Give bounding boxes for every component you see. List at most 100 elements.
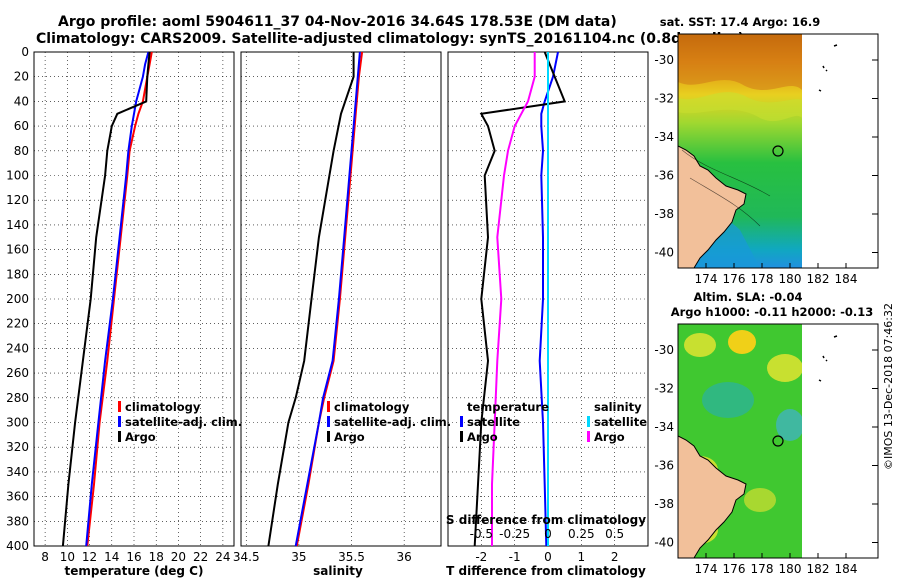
x-tick-label: 35.5 bbox=[338, 550, 365, 564]
difference-top-xlabel: S difference from climatology bbox=[446, 513, 646, 527]
y-tick-label: 360 bbox=[6, 490, 29, 504]
sla-lon-tick-label: 174 bbox=[695, 562, 718, 576]
top-x-tick-label: -0.5 bbox=[470, 527, 493, 541]
legend-swatch-sal-argo bbox=[587, 431, 590, 442]
sst-map-frame bbox=[677, 33, 879, 269]
depth-axis: 0 20 40 60 80 100 120 140 160 180 200 220 240 260 280 3… bbox=[6, 45, 29, 553]
y-tick-label: 300 bbox=[6, 416, 29, 430]
legend-swatch-satellite bbox=[118, 416, 121, 427]
legend-sal-argo: Argo bbox=[594, 430, 625, 444]
y-tick-label: 80 bbox=[14, 144, 29, 158]
sst-lon-tick-label: 184 bbox=[835, 272, 858, 286]
legend-title-salinity: salinity bbox=[594, 400, 642, 414]
sst-map-title: sat. SST: 17.4 Argo: 16.9 bbox=[660, 15, 820, 29]
x-tick-label: 10 bbox=[60, 550, 75, 564]
legend-swatch-sal-satellite bbox=[587, 416, 590, 427]
sst-lat-tick-label: -30 bbox=[654, 53, 674, 67]
new-zealand-land bbox=[678, 435, 747, 558]
x-tick-label: 2 bbox=[611, 550, 619, 564]
legend-swatch-temp-argo bbox=[460, 431, 463, 442]
legend-swatch-satellite bbox=[327, 416, 330, 427]
y-tick-label: 200 bbox=[6, 292, 29, 306]
y-tick-label: 380 bbox=[6, 514, 29, 528]
map-axes: -30 -32 -34 -36 -38 -40 174 176 178 180 182 184 -30 -… bbox=[654, 53, 878, 576]
series-line-temperature-argo bbox=[473, 51, 567, 547]
sla-lon-tick-label: 184 bbox=[835, 562, 858, 576]
y-tick-label: 400 bbox=[6, 539, 29, 553]
x-tick-label: 16 bbox=[126, 550, 141, 564]
legend-satellite: satellite-adj. clim. bbox=[334, 415, 451, 429]
x-tick-label: 22 bbox=[193, 550, 208, 564]
legend-swatch-argo bbox=[327, 431, 330, 442]
x-tick-label: 8 bbox=[41, 550, 49, 564]
sla-lon-tick-label: 176 bbox=[723, 562, 746, 576]
sst-lat-tick-label: -32 bbox=[654, 92, 674, 106]
sla-lon-tick-label: 182 bbox=[807, 562, 830, 576]
x-tick-label: 20 bbox=[171, 550, 186, 564]
top-x-tick-label: 0 bbox=[544, 527, 552, 541]
y-tick-label: 20 bbox=[14, 70, 29, 84]
sla-lon-tick-label: 180 bbox=[779, 562, 802, 576]
sla-lat-tick-label: -32 bbox=[654, 382, 674, 396]
legend-swatch-climatology bbox=[118, 401, 121, 412]
series-line-argo bbox=[61, 51, 151, 547]
legend-climatology: climatology bbox=[125, 400, 201, 414]
salinity-grid bbox=[241, 52, 441, 546]
x-tick-label: 18 bbox=[149, 550, 164, 564]
y-tick-label: 240 bbox=[6, 341, 29, 355]
y-tick-label: 220 bbox=[6, 317, 29, 331]
sst-lon-tick-label: 180 bbox=[779, 272, 802, 286]
sla-map bbox=[677, 323, 879, 559]
footer-timestamp: ©IMOS 13-Dec-2018 07:46:32 bbox=[882, 303, 895, 470]
difference-legend: temperature satellite Argo salinity sate… bbox=[460, 400, 647, 444]
sst-map bbox=[677, 33, 879, 269]
sla-lat-tick-label: -34 bbox=[654, 420, 674, 434]
temperature-x-axis: 8 10 12 14 16 18 20 22 24 bbox=[41, 550, 230, 564]
series-line-temperature-satellite bbox=[538, 51, 559, 547]
temperature-series bbox=[61, 51, 153, 547]
top-x-tick-label: 0.5 bbox=[605, 527, 624, 541]
sst-lat-tick-label: -38 bbox=[654, 207, 674, 221]
legend-satellite: satellite-adj. clim. bbox=[125, 415, 242, 429]
x-tick-label: 36 bbox=[397, 550, 412, 564]
sst-lon-tick-label: 176 bbox=[723, 272, 746, 286]
series-line-satellite-adj-clim- bbox=[294, 51, 361, 547]
legend-temp-argo: Argo bbox=[467, 430, 498, 444]
title-line-1: Argo profile: aoml 5904611_37 04-Nov-201… bbox=[58, 14, 617, 30]
top-x-tick-label: 0.25 bbox=[568, 527, 595, 541]
sla-lon-tick-label: 178 bbox=[751, 562, 774, 576]
difference-series bbox=[473, 51, 567, 547]
sst-lon-tick-label: 182 bbox=[807, 272, 830, 286]
x-tick-label: 24 bbox=[215, 550, 230, 564]
legend-temp-satellite: satellite bbox=[467, 415, 520, 429]
salinity-xlabel: salinity bbox=[313, 564, 363, 578]
sla-map-title-2: Argo h1000: -0.11 h2000: -0.13 bbox=[671, 305, 874, 319]
y-tick-label: 140 bbox=[6, 218, 29, 232]
sla-lat-tick-label: -40 bbox=[654, 536, 674, 550]
y-tick-label: 0 bbox=[21, 45, 29, 59]
series-line-argo bbox=[267, 52, 355, 547]
x-tick-label: 35 bbox=[291, 550, 306, 564]
x-tick-label: 12 bbox=[82, 550, 97, 564]
sla-lat-tick-label: -36 bbox=[654, 459, 674, 473]
x-tick-label: -2 bbox=[475, 550, 487, 564]
new-zealand-land bbox=[678, 145, 747, 268]
legend-swatch-climatology bbox=[327, 401, 330, 412]
y-tick-label: 320 bbox=[6, 440, 29, 454]
sst-argo-location-marker bbox=[772, 145, 784, 157]
legend-sal-satellite: satellite bbox=[594, 415, 647, 429]
legend-argo: Argo bbox=[125, 430, 156, 444]
x-tick-label: 0 bbox=[544, 550, 552, 564]
difference-top-axis: -0.5 -0.25 0 0.25 0.5 bbox=[470, 527, 625, 541]
y-tick-label: 40 bbox=[14, 94, 29, 108]
sla-lat-tick-label: -30 bbox=[654, 343, 674, 357]
legend-title-temperature: temperature bbox=[467, 400, 549, 414]
sla-argo-location-marker bbox=[772, 435, 784, 447]
sst-lon-tick-label: 174 bbox=[695, 272, 718, 286]
temperature-xlabel: temperature (deg C) bbox=[65, 564, 204, 578]
sst-lat-tick-label: -40 bbox=[654, 246, 674, 260]
y-tick-label: 100 bbox=[6, 169, 29, 183]
difference-xlabel: T difference from climatology bbox=[446, 564, 646, 578]
legend-climatology: climatology bbox=[334, 400, 410, 414]
